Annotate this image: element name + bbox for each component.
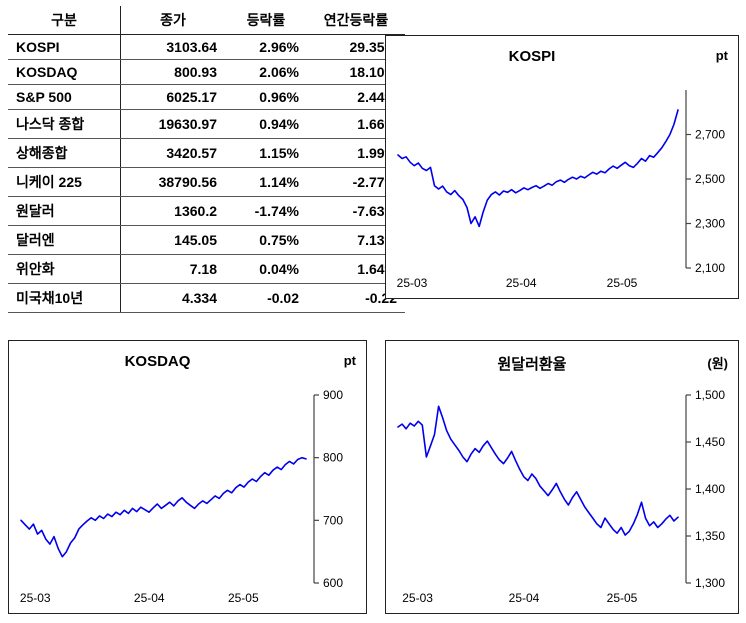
kospi-chart-header: KOSPI pt (386, 36, 738, 78)
table-cell-close: 3103.64 (120, 34, 225, 60)
table-cell-close: 7.18 (120, 254, 225, 284)
svg-text:1,500: 1,500 (695, 388, 725, 402)
svg-text:25-03: 25-03 (397, 276, 428, 290)
svg-text:25-05: 25-05 (228, 591, 259, 605)
table-row: 원달러 1360.2 -1.74% -7.63% (8, 196, 405, 226)
table-cell-change: 0.75% (225, 225, 307, 255)
svg-text:1,400: 1,400 (695, 482, 725, 496)
svg-text:600: 600 (323, 576, 343, 590)
table-cell-name: 위안화 (8, 254, 121, 284)
table-cell-name: 상해종합 (8, 138, 121, 168)
table-cell-close: 38790.56 (120, 167, 225, 197)
svg-text:25-03: 25-03 (402, 591, 433, 605)
table-cell-name: 달러엔 (8, 225, 121, 255)
svg-text:25-03: 25-03 (20, 591, 51, 605)
won-dollar-chart-area: 1,500 1,450 1,400 1,350 1,300 25-03 25-04 25-05 (386, 387, 738, 609)
table-cell-name: 니케이 225 (8, 167, 121, 197)
table-cell-change: 1.15% (225, 138, 307, 168)
table-row: 니케이 225 38790.56 1.14% -2.77% (8, 167, 405, 197)
svg-text:1,450: 1,450 (695, 435, 725, 449)
table-cell-close: 6025.17 (120, 84, 225, 110)
table-cell-close: 800.93 (120, 59, 225, 85)
svg-text:2,300: 2,300 (695, 217, 725, 231)
svg-text:800: 800 (323, 451, 343, 465)
won-dollar-chart-title: 원달러환율 (497, 356, 567, 373)
table-row: KOSPI 3103.64 2.96% 29.35% (8, 34, 405, 60)
svg-text:2,100: 2,100 (695, 261, 725, 275)
table-cell-close: 145.05 (120, 225, 225, 255)
won-dollar-chart-header: 원달러환율 (원) (386, 341, 738, 383)
kosdaq-line-chart: 900 800 700 600 25-03 25-04 25-05 (20, 388, 343, 605)
table-row: KOSDAQ 800.93 2.06% 18.10% (8, 59, 405, 85)
market-summary-table: 구분 종가 등락률 연간등락률 KOSPI 3103.64 2.96% 29.35% KOSD… (8, 6, 405, 313)
table-row: 미국채10년 4.334 -0.02 -0.22 (8, 283, 405, 313)
kospi-chart-unit: pt (715, 48, 728, 63)
svg-text:1,350: 1,350 (695, 529, 725, 543)
svg-text:25-04: 25-04 (134, 591, 165, 605)
table-cell-close: 3420.57 (120, 138, 225, 168)
svg-text:25-04: 25-04 (506, 276, 537, 290)
table-header-row: 구분 종가 등락률 연간등락률 (8, 6, 405, 35)
table-cell-name: KOSPI (8, 34, 121, 60)
table-cell-change: -1.74% (225, 196, 307, 226)
kosdaq-chart-title: KOSDAQ (124, 353, 191, 370)
kospi-chart-title: KOSPI (508, 48, 556, 65)
kospi-chart-panel: KOSPI pt 2,700 2,500 2,300 2,100 25-03 25-04 2… (385, 35, 739, 299)
table-header-cell: 구분 (8, 6, 121, 35)
svg-text:2,700: 2,700 (695, 128, 725, 142)
table-row: S&P 500 6025.17 0.96% 2.44% (8, 84, 405, 110)
table-cell-close: 1360.2 (120, 196, 225, 226)
svg-text:700: 700 (323, 513, 343, 527)
kospi-line-chart: 2,700 2,500 2,300 2,100 25-03 25-04 25-05 (397, 90, 725, 290)
svg-text:25-05: 25-05 (607, 591, 638, 605)
svg-text:900: 900 (323, 388, 343, 402)
table-cell-change: 2.06% (225, 59, 307, 85)
table-cell-change: -0.02 (225, 283, 307, 313)
table-cell-close: 19630.97 (120, 109, 225, 139)
table-row: 나스닥 종합 19630.97 0.94% 1.66% (8, 109, 405, 139)
table-cell-change: 0.04% (225, 254, 307, 284)
table-row: 달러엔 145.05 0.75% 7.13% (8, 225, 405, 255)
table-header-cell: 연간등락률 (307, 6, 405, 35)
table-cell-change: 1.14% (225, 167, 307, 197)
table-row: 위안화 7.18 0.04% 1.64% (8, 254, 405, 284)
table-cell-name: 나스닥 종합 (8, 109, 121, 139)
table-cell-change: 0.96% (225, 84, 307, 110)
table-cell-close: 4.334 (120, 283, 225, 313)
kospi-chart-area: 2,700 2,500 2,300 2,100 25-03 25-04 25-05 (386, 82, 738, 294)
kosdaq-chart-unit: pt (343, 353, 356, 368)
table-row: 상해종합 3420.57 1.15% 1.99% (8, 138, 405, 168)
kosdaq-chart-panel: KOSDAQ pt 900 800 700 600 25-03 25-04 25-05 (8, 340, 367, 614)
svg-text:25-04: 25-04 (509, 591, 540, 605)
table-cell-change: 0.94% (225, 109, 307, 139)
won-dollar-line-chart: 1,500 1,450 1,400 1,350 1,300 25-03 25-04 25-05 (397, 388, 725, 605)
won-dollar-chart-panel: 원달러환율 (원) 1,500 1,450 1,400 1,350 1,300 25-03… (385, 340, 739, 614)
kosdaq-chart-area: 900 800 700 600 25-03 25-04 25-05 (9, 387, 366, 609)
won-dollar-chart-unit: (원) (707, 356, 728, 371)
kosdaq-chart-header: KOSDAQ pt (9, 341, 366, 383)
svg-text:25-05: 25-05 (607, 276, 638, 290)
table-cell-name: KOSDAQ (8, 59, 121, 85)
table-cell-name: S&P 500 (8, 84, 121, 110)
table-cell-name: 원달러 (8, 196, 121, 226)
table-header-cell: 종가 (120, 6, 225, 35)
table-header-cell: 등락률 (225, 6, 307, 35)
svg-text:2,500: 2,500 (695, 172, 725, 186)
table-cell-name: 미국채10년 (8, 283, 121, 313)
svg-text:1,300: 1,300 (695, 576, 725, 590)
table-cell-change: 2.96% (225, 34, 307, 60)
